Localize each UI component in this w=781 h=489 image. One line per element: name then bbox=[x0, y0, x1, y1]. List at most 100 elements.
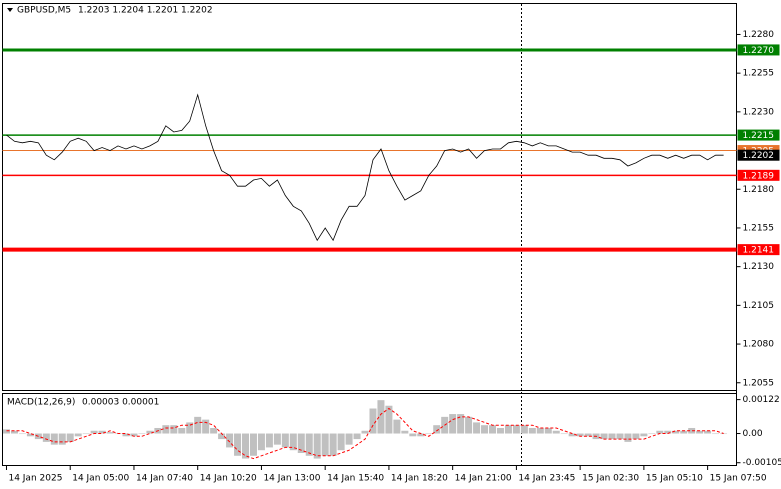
macd-bar bbox=[648, 433, 656, 435]
level-label: 1.2215 bbox=[743, 131, 775, 141]
macd-bar bbox=[672, 430, 680, 434]
price-line bbox=[6, 93, 724, 242]
macd-bar bbox=[496, 427, 504, 434]
macd-bar bbox=[385, 405, 393, 434]
macd-bar bbox=[600, 433, 608, 440]
level-label: 1.2270 bbox=[743, 46, 775, 56]
level-label-box bbox=[737, 129, 780, 141]
macd-bar bbox=[146, 430, 154, 434]
macd-bar bbox=[337, 433, 345, 451]
x-tick-label: 14 Jan 13:00 bbox=[263, 474, 320, 484]
y-tick-label: 1.2230 bbox=[743, 107, 775, 117]
y-tick-label: 0.00 bbox=[743, 429, 763, 439]
macd-bar bbox=[106, 432, 114, 434]
macd-bar bbox=[401, 430, 409, 434]
macd-bar bbox=[218, 433, 226, 440]
macd-bar bbox=[656, 430, 664, 434]
macd-bar bbox=[640, 433, 648, 437]
macd-bar bbox=[504, 425, 512, 434]
macd-bar bbox=[50, 433, 58, 445]
macd-bar bbox=[289, 433, 297, 451]
macd-bar bbox=[696, 430, 704, 434]
macd-bar bbox=[210, 427, 218, 434]
macd-bar bbox=[98, 430, 106, 434]
y-tick-label: 1.2280 bbox=[743, 30, 775, 40]
level-label-box bbox=[737, 169, 780, 181]
macd-bar bbox=[74, 433, 82, 437]
macd-bar bbox=[194, 416, 202, 434]
x-tick-label: 14 Jan 15:40 bbox=[327, 474, 384, 484]
macd-bar bbox=[265, 433, 273, 448]
indicator-subtitle: 0.00003 0.00001 bbox=[82, 398, 159, 408]
macd-bar bbox=[720, 433, 728, 435]
macd-bar bbox=[313, 433, 321, 459]
macd-bar bbox=[552, 430, 560, 434]
level-label-box bbox=[737, 149, 780, 161]
chart-title: GBPUSD,M5 bbox=[17, 6, 71, 16]
macd-bar bbox=[345, 433, 353, 445]
symbol-menu-icon[interactable] bbox=[7, 8, 13, 12]
macd-bar bbox=[664, 430, 672, 434]
macd-bar bbox=[377, 400, 385, 434]
macd-bar bbox=[202, 419, 210, 434]
macd-bar bbox=[449, 414, 457, 434]
macd-bar bbox=[704, 430, 712, 434]
macd-bar bbox=[178, 427, 186, 434]
y-tick-label: 1.2080 bbox=[743, 340, 775, 350]
y-tick-label: 1.2180 bbox=[743, 185, 775, 195]
macd-bar bbox=[433, 425, 441, 434]
macd-bar bbox=[369, 408, 377, 434]
macd-bar bbox=[321, 433, 329, 456]
macd-bar bbox=[544, 427, 552, 434]
x-tick-label: 14 Jan 07:40 bbox=[136, 474, 193, 484]
macd-bar bbox=[42, 433, 50, 442]
macd-bar bbox=[457, 414, 465, 434]
macd-bar bbox=[122, 433, 130, 437]
macd-bar bbox=[712, 433, 720, 435]
level-label: 1.2202 bbox=[743, 151, 775, 161]
macd-bar bbox=[512, 425, 520, 434]
macd-bar bbox=[18, 433, 26, 435]
macd-bar bbox=[226, 433, 234, 448]
macd-bar bbox=[186, 422, 194, 434]
indicator-title: MACD(12,26,9) bbox=[7, 398, 75, 408]
macd-bar bbox=[680, 430, 688, 434]
macd-bar bbox=[417, 433, 425, 437]
level-label: 1.2141 bbox=[743, 246, 775, 256]
x-tick-label: 15 Jan 02:30 bbox=[582, 474, 639, 484]
macd-bar bbox=[560, 433, 568, 435]
macd-bar bbox=[162, 425, 170, 434]
chart-subtitle: 1.2203 1.2204 1.2201 1.2202 bbox=[78, 6, 213, 16]
y-tick-label: 1.2255 bbox=[743, 69, 775, 79]
macd-bar bbox=[10, 430, 18, 434]
macd-bar bbox=[82, 433, 90, 435]
x-tick-label: 14 Jan 18:20 bbox=[391, 474, 448, 484]
macd-bar bbox=[576, 433, 584, 437]
macd-bar bbox=[281, 433, 289, 448]
macd-bar bbox=[353, 433, 361, 440]
macd-bar bbox=[170, 425, 178, 434]
y-tick-label: 1.2130 bbox=[743, 262, 775, 272]
macd-bar bbox=[66, 433, 74, 442]
signal-line bbox=[6, 407, 724, 460]
macd-bar bbox=[536, 427, 544, 434]
macd-bar bbox=[528, 427, 536, 434]
macd-bar bbox=[688, 427, 696, 434]
macd-bar bbox=[425, 433, 433, 435]
macd-bar bbox=[273, 433, 281, 445]
macd-bar bbox=[234, 433, 242, 456]
macd-bar bbox=[465, 416, 473, 434]
x-tick-label: 15 Jan 07:50 bbox=[710, 474, 767, 484]
y-tick-label: 1.2155 bbox=[743, 223, 775, 233]
macd-bar bbox=[520, 425, 528, 434]
x-tick-label: 15 Jan 05:10 bbox=[646, 474, 703, 484]
x-tick-label: 14 Jan 21:00 bbox=[455, 474, 512, 484]
macd-bar bbox=[297, 433, 305, 453]
y-tick-label: 0.00122 bbox=[743, 395, 780, 405]
macd-bar bbox=[58, 433, 66, 445]
macd-bar bbox=[257, 433, 265, 451]
macd-bar bbox=[568, 433, 576, 437]
x-tick-label: 14 Jan 23:45 bbox=[518, 474, 575, 484]
macd-bar bbox=[584, 433, 592, 437]
y-tick-label: -0.00105 bbox=[743, 458, 781, 468]
